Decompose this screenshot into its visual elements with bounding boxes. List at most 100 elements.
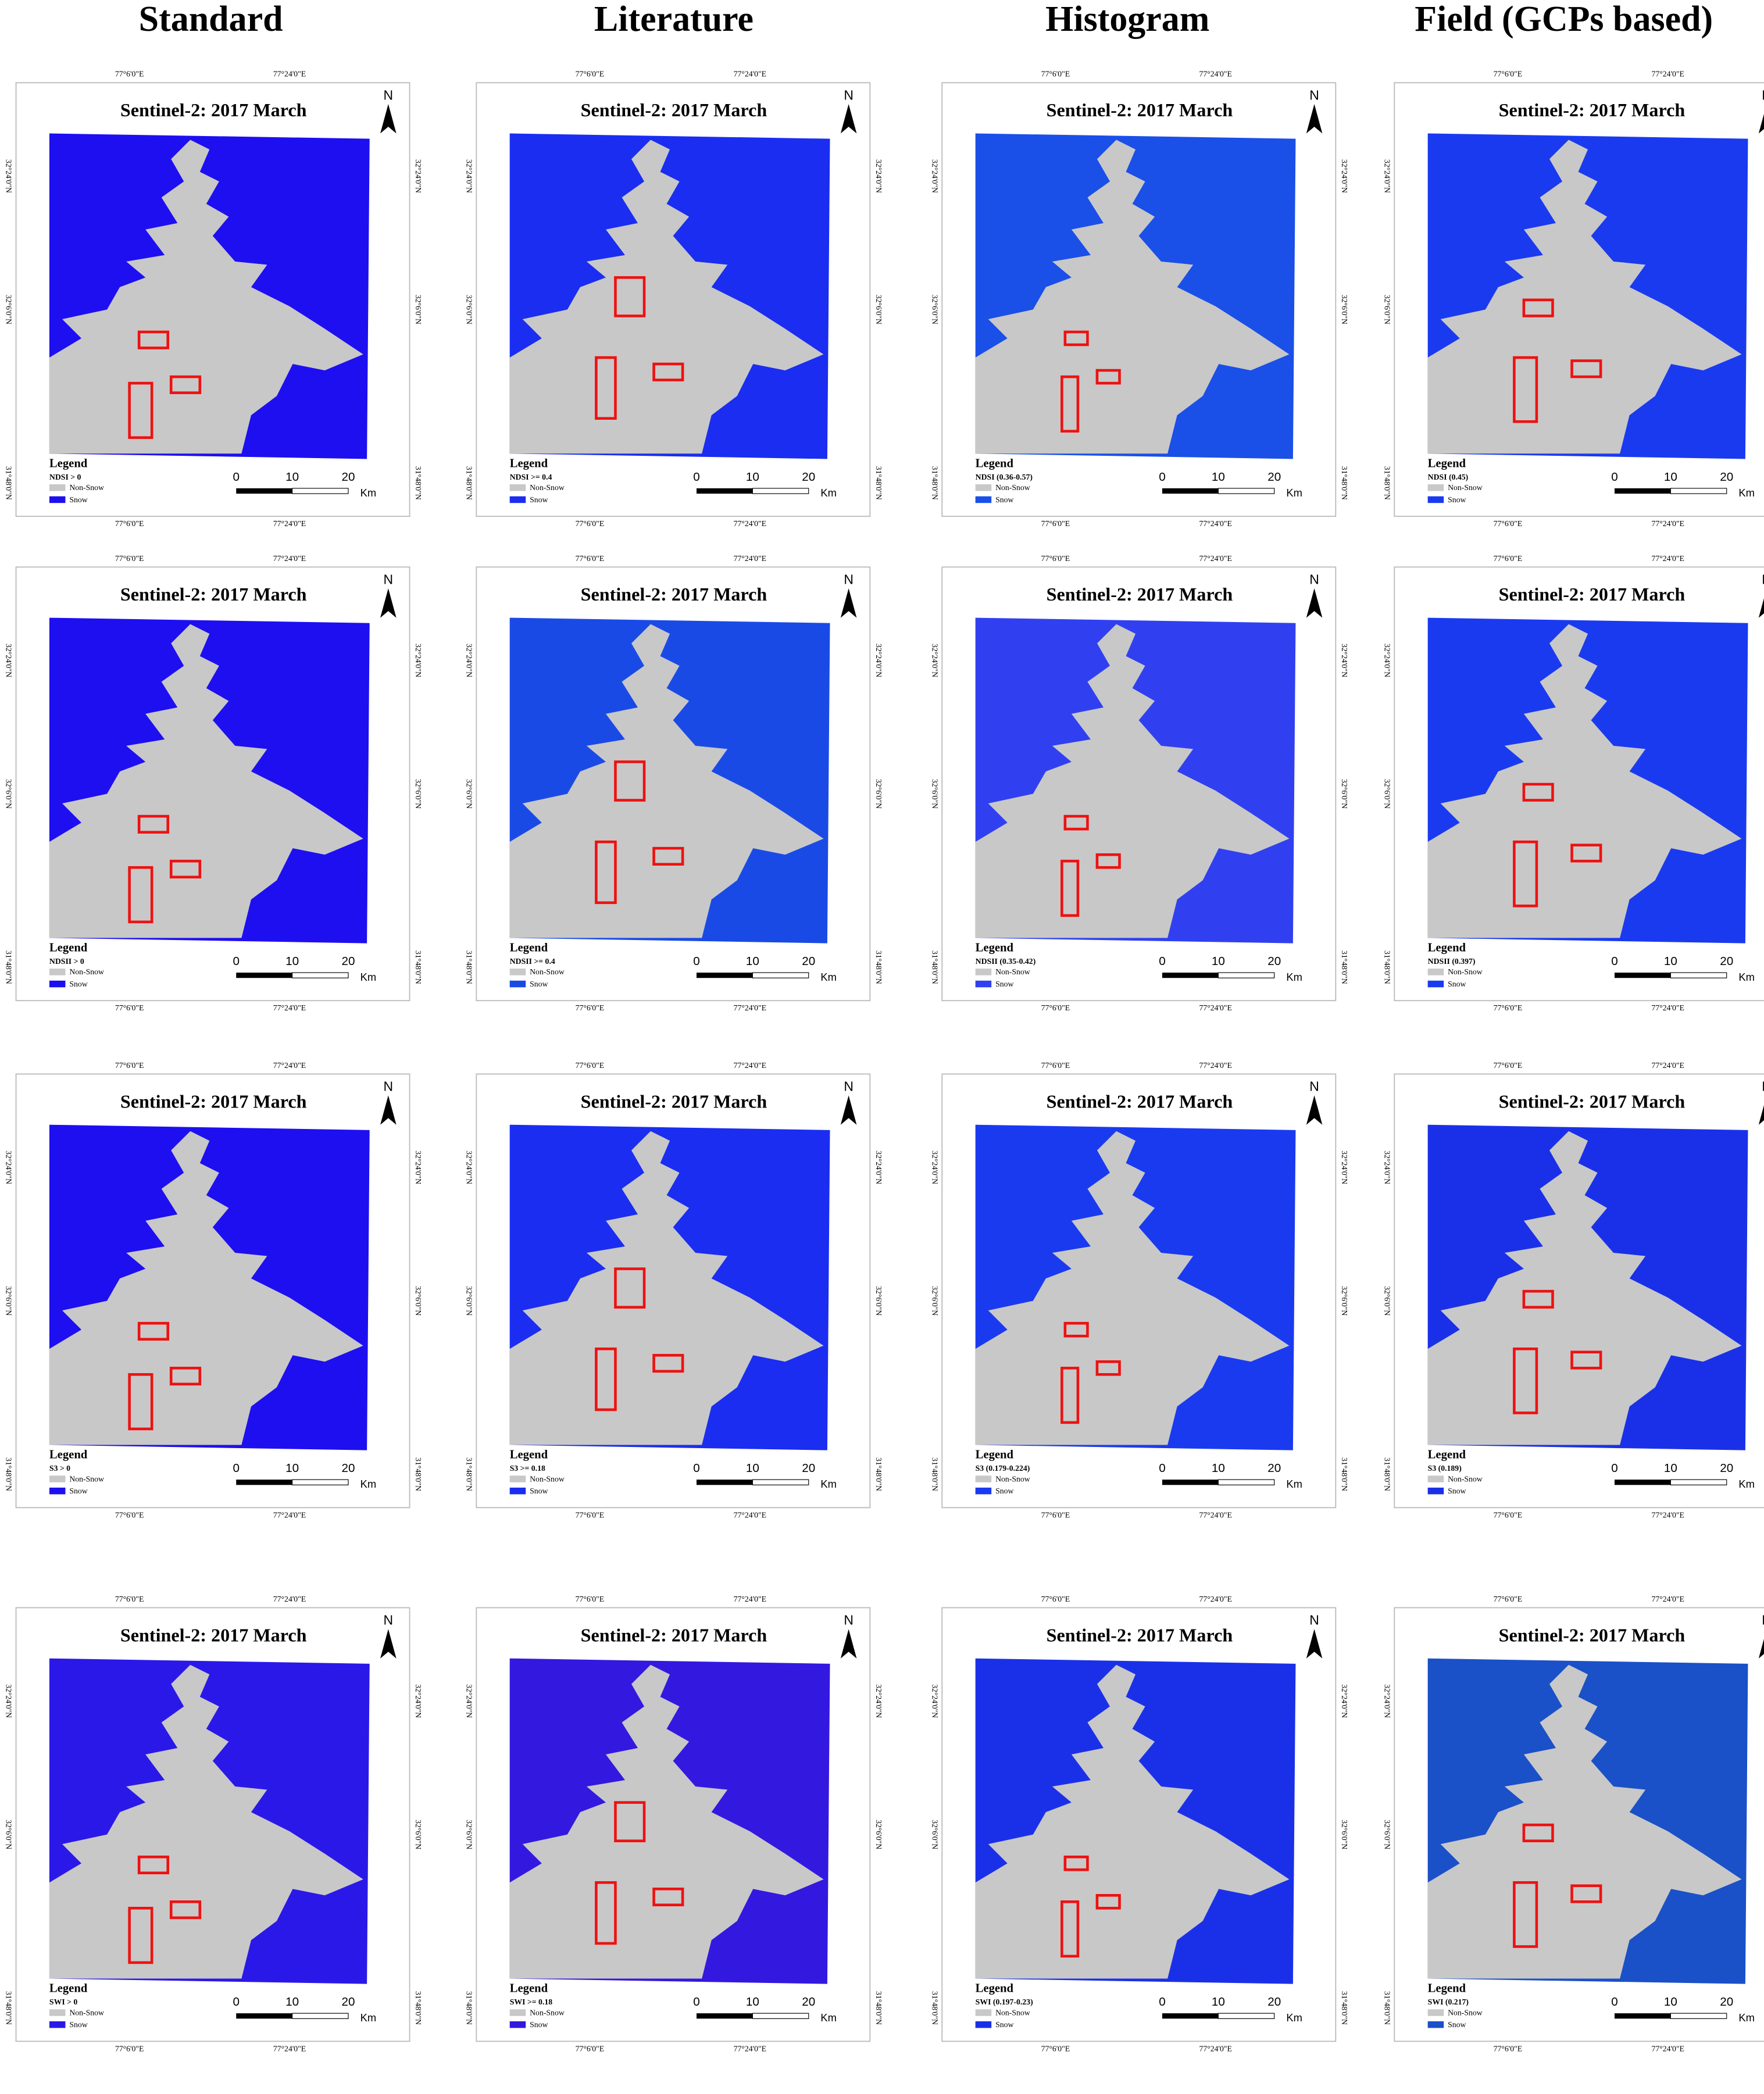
legend-threshold: SWI (0.217) <box>1428 1997 1469 2007</box>
lat-label: 32°6'0"N <box>1340 1286 1349 1316</box>
legend-swatch <box>975 2021 992 2028</box>
study-box <box>652 1353 684 1373</box>
lon-label: 77°6'0"E <box>1494 2044 1523 2053</box>
scale-label: 10 <box>1212 955 1225 968</box>
study-box <box>137 330 170 349</box>
lat-label: 32°6'0"N <box>874 1820 883 1849</box>
lat-label: 32°6'0"N <box>414 779 423 809</box>
scale-unit: Km <box>820 2011 837 2024</box>
legend-swatch <box>975 2009 992 2016</box>
non-snow-area <box>1427 140 1742 454</box>
lon-label: 77°24'0"E <box>273 1510 306 1519</box>
north-label: N <box>1762 87 1764 102</box>
north-arrow <box>1758 598 1764 618</box>
north-label: N <box>384 1612 394 1627</box>
legend-title: Legend <box>49 1449 88 1461</box>
legend-swatch <box>1427 484 1444 491</box>
lat-label: 32°24'0"N <box>465 159 473 193</box>
scale-label: 20 <box>342 470 355 484</box>
lat-label: 32°24'0"N <box>414 159 423 193</box>
map-title: Sentinel-2: 2017 March <box>1047 1091 1233 1112</box>
lat-label: 32°24'0"N <box>465 1684 473 1718</box>
scale-unit: Km <box>820 1478 837 1490</box>
study-box <box>652 362 684 381</box>
legend-label: Non-Snow <box>995 483 1030 492</box>
study-box <box>1063 814 1089 831</box>
map-title: Sentinel-2: 2017 March <box>1499 1091 1686 1112</box>
scale-label: 10 <box>1212 1461 1225 1475</box>
map-panel: Sentinel-2: 2017 March N Legend NDSI > 0 Non… <box>5 70 423 528</box>
study-box <box>1095 369 1121 385</box>
lon-label: 77°24'0"E <box>1652 519 1684 528</box>
study-box <box>1095 853 1121 869</box>
map-title: Sentinel-2: 2017 March <box>1047 1624 1233 1645</box>
scale-bar <box>1614 973 1671 978</box>
lon-label: 77°6'0"E <box>1041 519 1070 528</box>
scale-bar <box>1614 2013 1671 2019</box>
scale-unit: Km <box>360 2011 377 2024</box>
lon-label: 77°6'0"E <box>115 1595 144 1603</box>
scale-unit: Km <box>1286 2011 1302 2024</box>
lat-label: 32°6'0"N <box>930 779 939 809</box>
north-arrow <box>840 588 857 618</box>
lat-label: 32°6'0"N <box>5 1820 13 1849</box>
lat-label: 32°24'0"N <box>5 1684 13 1718</box>
legend-swatch <box>49 969 66 975</box>
map-panel: Sentinel-2: 2017 March N Legend SWI (0.217)… <box>1383 1595 1764 2053</box>
lat-label: 32°6'0"N <box>1383 295 1391 324</box>
lat-label: 31°48'0"N <box>874 950 883 984</box>
study-box <box>1522 782 1554 802</box>
lon-label: 77°6'0"E <box>1494 554 1523 563</box>
column-header: Field (GCPs based) <box>1415 0 1713 39</box>
scale-label: 10 <box>1664 470 1677 484</box>
study-box <box>169 1367 202 1386</box>
map-panel: Sentinel-2: 2017 March N Legend S3 (0.189)N… <box>1383 1061 1764 1519</box>
study-box <box>1063 330 1089 346</box>
scale-bar <box>1670 1479 1727 1485</box>
map-panel: Sentinel-2: 2017 March N Legend S3 > 0Non-S… <box>5 1061 423 1519</box>
scale-label: 10 <box>1664 955 1677 968</box>
north-arrow <box>380 1095 397 1125</box>
lon-label: 77°6'0"E <box>1494 1003 1523 1012</box>
legend-label: Non-Snow <box>530 967 565 976</box>
lon-label: 77°6'0"E <box>1494 1510 1523 1519</box>
legend-title: Legend <box>976 941 1014 954</box>
legend-label: Non-Snow <box>1448 483 1483 492</box>
north-label: N <box>844 571 854 587</box>
map-title: Sentinel-2: 2017 March <box>1047 584 1233 605</box>
legend-label: Snow <box>1448 980 1466 988</box>
north-arrow <box>1306 104 1323 134</box>
north-arrow <box>1758 1639 1764 1659</box>
study-box <box>169 375 202 394</box>
lon-label: 77°24'0"E <box>734 70 766 78</box>
legend-swatch <box>49 980 66 988</box>
study-box <box>1095 1360 1121 1376</box>
study-box <box>1095 1893 1121 1910</box>
lat-label: 32°6'0"N <box>414 1820 423 1849</box>
scale-label: 0 <box>1159 1461 1165 1475</box>
scale-unit: Km <box>1286 971 1302 983</box>
lat-label: 32°24'0"N <box>874 159 883 193</box>
lat-label: 31°48'0"N <box>465 1991 473 2025</box>
lon-label: 77°24'0"E <box>1652 1595 1684 1603</box>
north-label: N <box>1309 571 1319 587</box>
legend-title: Legend <box>976 457 1014 470</box>
legend-label: Non-Snow <box>69 967 104 976</box>
scale-label: 20 <box>1720 1461 1733 1475</box>
lat-label: 32°24'0"N <box>465 1150 473 1184</box>
lat-label: 32°6'0"N <box>1340 779 1349 809</box>
north-arrow <box>840 104 857 134</box>
lat-label: 32°24'0"N <box>1383 1684 1391 1718</box>
legend-label: Snow <box>69 495 87 504</box>
scale-label: 20 <box>1267 1461 1281 1475</box>
map-panel: Sentinel-2: 2017 March N Legend NDSI (0.36-… <box>930 70 1349 528</box>
legend-label: Snow <box>995 495 1013 504</box>
north-arrow <box>1306 1629 1323 1659</box>
legend-swatch <box>509 2009 526 2016</box>
north-label: N <box>844 87 854 102</box>
lon-label: 77°6'0"E <box>115 2044 144 2053</box>
scale-label: 20 <box>1267 470 1281 484</box>
study-box <box>1570 844 1602 863</box>
lat-label: 31°48'0"N <box>465 1457 473 1491</box>
scale-label: 0 <box>1611 470 1617 484</box>
